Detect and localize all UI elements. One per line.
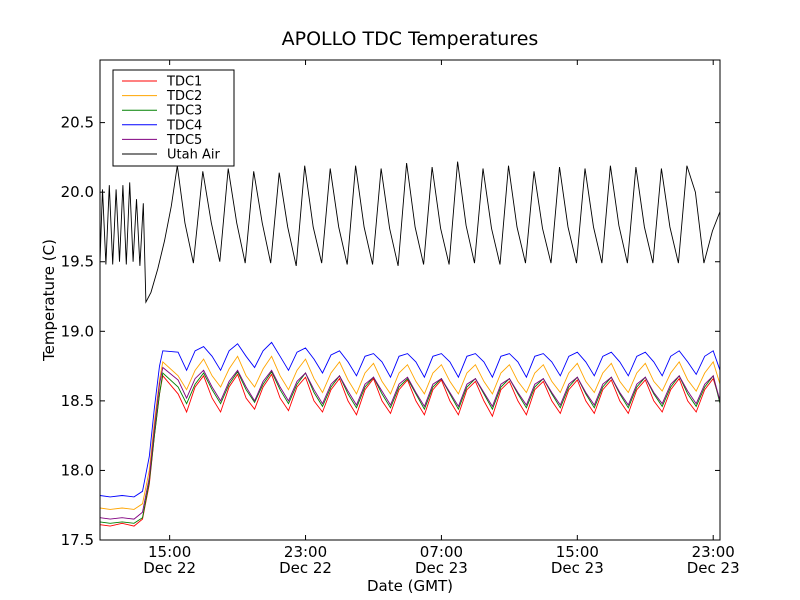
plot-frame bbox=[99, 59, 721, 541]
x-tick-date-label: Dec 22 bbox=[143, 559, 196, 577]
series-line-tdc5 bbox=[100, 366, 720, 520]
y-tick-label: 19.5 bbox=[61, 253, 94, 271]
series-line-tdc1 bbox=[100, 373, 720, 527]
x-tick-date-label: Dec 22 bbox=[279, 559, 332, 577]
series-layer bbox=[100, 161, 720, 527]
legend-box bbox=[112, 69, 235, 167]
series-line-tdc2 bbox=[100, 355, 720, 510]
y-tick-label: 17.5 bbox=[61, 531, 94, 549]
x-tick-time-label: 15:00 bbox=[148, 543, 191, 561]
y-tick-label: 18.5 bbox=[61, 392, 94, 410]
legend-label-tdc5: TDC5 bbox=[166, 133, 202, 148]
series-line-tdc4 bbox=[100, 341, 720, 498]
x-axis-label: Date (GMT) bbox=[367, 577, 453, 595]
legend-label-tdc4: TDC4 bbox=[166, 118, 202, 133]
legend-label-tdc3: TDC3 bbox=[166, 104, 202, 119]
y-tick-label: 18.0 bbox=[61, 461, 94, 479]
x-tick-date-label: Dec 23 bbox=[551, 559, 604, 577]
x-tick-time-label: 15:00 bbox=[556, 543, 599, 561]
legend-label-tdc2: TDC2 bbox=[166, 89, 202, 104]
y-axis-label: Temperature (C) bbox=[40, 239, 58, 362]
x-tick-time-label: 23:00 bbox=[284, 543, 327, 561]
x-tick-date-label: Dec 23 bbox=[415, 559, 468, 577]
y-tick-label: 20.5 bbox=[61, 114, 94, 132]
x-tick-time-label: 23:00 bbox=[692, 543, 735, 561]
y-tick-label: 19.0 bbox=[61, 322, 94, 340]
legend-label-utah-air: Utah Air bbox=[167, 148, 220, 163]
x-tick-time-label: 07:00 bbox=[420, 543, 463, 561]
y-tick-label: 20.0 bbox=[61, 183, 94, 201]
series-line-utah-air bbox=[100, 161, 720, 304]
chart-title: APOLLO TDC Temperatures bbox=[282, 28, 539, 50]
legend-label-tdc1: TDC1 bbox=[166, 75, 202, 90]
x-tick-date-label: Dec 23 bbox=[687, 559, 740, 577]
series-line-tdc3 bbox=[100, 370, 720, 524]
